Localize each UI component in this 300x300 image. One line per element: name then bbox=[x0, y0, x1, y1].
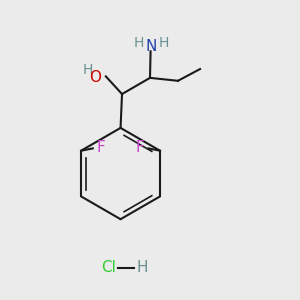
Text: H: H bbox=[134, 36, 144, 50]
Text: H: H bbox=[137, 260, 148, 275]
Text: N: N bbox=[146, 39, 157, 54]
Text: H: H bbox=[82, 63, 93, 76]
Text: H: H bbox=[159, 36, 169, 50]
Text: F: F bbox=[97, 140, 105, 155]
Text: Cl: Cl bbox=[101, 260, 116, 275]
Text: O: O bbox=[89, 70, 101, 85]
Text: F: F bbox=[135, 140, 144, 155]
